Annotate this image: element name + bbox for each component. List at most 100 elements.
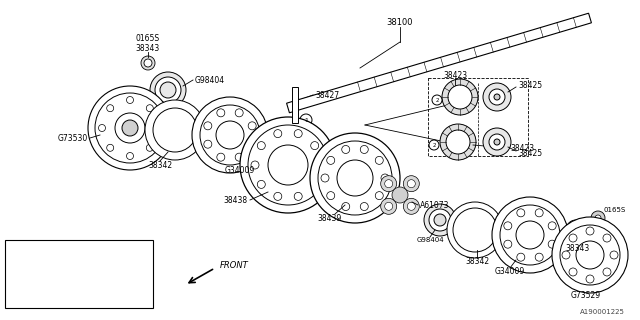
Circle shape	[548, 222, 556, 230]
Text: 2: 2	[432, 142, 436, 148]
Circle shape	[504, 222, 512, 230]
Circle shape	[310, 180, 319, 188]
Circle shape	[122, 120, 138, 136]
Circle shape	[517, 253, 525, 261]
Text: 38423: 38423	[510, 143, 534, 153]
Text: 0165S: 0165S	[604, 207, 627, 213]
Circle shape	[141, 56, 155, 70]
Circle shape	[603, 234, 611, 242]
Circle shape	[586, 275, 594, 283]
Text: 1: 1	[13, 246, 17, 251]
Text: T=0.95: T=0.95	[104, 261, 132, 270]
Circle shape	[375, 192, 383, 200]
Circle shape	[552, 217, 628, 293]
Text: G73529: G73529	[571, 291, 601, 300]
Circle shape	[204, 122, 212, 130]
Circle shape	[147, 144, 154, 151]
Circle shape	[274, 192, 282, 200]
Circle shape	[504, 240, 512, 248]
Circle shape	[192, 97, 268, 173]
Circle shape	[127, 97, 134, 103]
Circle shape	[360, 203, 368, 211]
Circle shape	[407, 180, 415, 188]
Text: D038021: D038021	[29, 261, 64, 270]
Circle shape	[494, 139, 500, 145]
Text: D038022: D038022	[29, 278, 64, 287]
Circle shape	[144, 59, 152, 67]
Circle shape	[381, 176, 397, 192]
Text: 38425: 38425	[518, 81, 542, 90]
Text: FRONT: FRONT	[220, 260, 249, 269]
Circle shape	[571, 225, 581, 235]
Circle shape	[251, 161, 259, 169]
Circle shape	[107, 105, 114, 112]
Circle shape	[432, 95, 442, 105]
Text: G98404: G98404	[416, 237, 444, 243]
Circle shape	[442, 79, 478, 115]
Circle shape	[385, 180, 393, 188]
Circle shape	[448, 85, 472, 109]
Circle shape	[535, 209, 543, 217]
Circle shape	[107, 144, 114, 151]
Text: T=1.05: T=1.05	[104, 295, 132, 304]
Text: D038023: D038023	[29, 295, 64, 304]
Circle shape	[235, 153, 243, 161]
Text: G98404: G98404	[195, 76, 225, 84]
Circle shape	[392, 187, 408, 203]
Text: 38342: 38342	[148, 161, 172, 170]
Circle shape	[429, 140, 439, 150]
Circle shape	[360, 146, 368, 154]
Circle shape	[447, 202, 503, 258]
Circle shape	[342, 203, 349, 211]
Text: 0165S: 0165S	[136, 34, 160, 43]
Text: 2: 2	[435, 98, 439, 102]
Circle shape	[248, 122, 256, 130]
Circle shape	[147, 105, 154, 112]
Text: G73530: G73530	[58, 133, 88, 142]
Circle shape	[566, 220, 586, 240]
Circle shape	[548, 240, 556, 248]
Circle shape	[235, 109, 243, 117]
Circle shape	[274, 130, 282, 138]
Circle shape	[217, 109, 225, 117]
Circle shape	[517, 209, 525, 217]
Text: 38438: 38438	[224, 196, 248, 204]
Circle shape	[9, 243, 21, 254]
Text: 38423: 38423	[443, 70, 467, 79]
Circle shape	[327, 156, 335, 164]
Circle shape	[342, 146, 349, 154]
Circle shape	[257, 142, 266, 150]
Circle shape	[88, 86, 172, 170]
Text: 38439: 38439	[318, 213, 342, 222]
Text: 1: 1	[304, 117, 308, 123]
Circle shape	[492, 197, 568, 273]
Circle shape	[381, 174, 389, 182]
Circle shape	[248, 140, 256, 148]
Circle shape	[434, 214, 446, 226]
Circle shape	[403, 176, 419, 192]
Circle shape	[150, 72, 186, 108]
Text: 38342: 38342	[465, 258, 489, 267]
Text: E00504: E00504	[29, 244, 58, 253]
Text: 38343: 38343	[566, 244, 590, 252]
Circle shape	[160, 82, 176, 98]
Bar	[5, 240, 153, 308]
Text: G34009: G34009	[225, 165, 255, 174]
Circle shape	[145, 100, 205, 160]
Circle shape	[385, 202, 393, 210]
Circle shape	[310, 133, 400, 223]
Circle shape	[154, 124, 161, 132]
Circle shape	[381, 198, 397, 214]
Circle shape	[310, 142, 319, 150]
Circle shape	[240, 117, 336, 213]
Circle shape	[446, 130, 470, 154]
Text: 38343: 38343	[136, 44, 160, 52]
Circle shape	[610, 251, 618, 259]
Circle shape	[375, 156, 383, 164]
Text: 2: 2	[13, 280, 17, 285]
Circle shape	[155, 77, 181, 103]
Circle shape	[424, 204, 456, 236]
Text: 38427: 38427	[315, 91, 339, 100]
Text: A190001225: A190001225	[580, 309, 625, 315]
Circle shape	[294, 192, 302, 200]
